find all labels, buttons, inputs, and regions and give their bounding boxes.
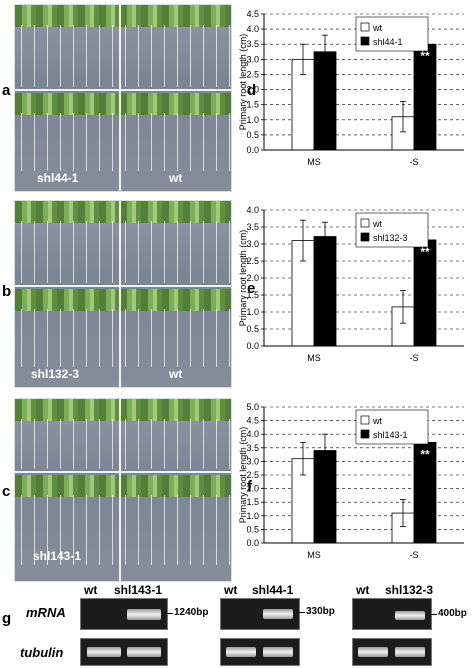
gel-row-label-mrna: mRNA [26,605,66,620]
gel2-mrna [220,598,300,630]
gel3-mutant-label: shl132-3 [385,583,434,597]
chart-e-bar-shl132-3-MS [313,236,337,347]
gel1-tubulin [80,638,168,666]
chart-f-ytick-label: 1.5 [246,497,259,507]
gel3-size-label: 400bp [438,608,467,619]
gel1-mrna-band [127,609,161,620]
chart-e-ytick-label: 4.0 [246,205,259,215]
chart-f-ytick-label: 0.5 [246,524,259,534]
chart-e-legend-label-wt: wt [372,219,382,229]
chart-e-legend-swatch-shl132-3 [360,232,370,242]
chart-e-significance-label: ** [420,245,430,259]
chart-e-legend-swatch-wt [360,218,370,228]
photo-a-right-label: wt [169,171,183,185]
gel3-tubulin-band-wt [358,647,388,657]
photo-c-left-label: shl143-1 [33,549,82,563]
gel2-tubulin [220,638,300,666]
chart-f-xtick-label: -S [410,550,419,560]
gel1-mrna [80,598,168,630]
chart-e-ytick-label: 1.5 [246,290,259,300]
chart-f-legend-label-shl143-1: shl143-1 [373,430,408,440]
panel-letter-f: f [247,478,252,495]
gel3-wt-label: wt [356,583,370,597]
chart-f-xtick-label: MS [307,550,321,560]
panel-letter-d: d [247,82,257,99]
chart-e-xtick-label: -S [410,353,419,363]
chart-e-ylabel: Primary root length (cm) [238,230,248,327]
chart-d-legend-swatch-wt [360,22,370,32]
chart-f-legend-label-wt: wt [372,416,382,426]
chart-d: Primary root length (cm) 0.0 0.5 1.0 1.5 2.0 2… [238,9,464,167]
chart-d-ytick-label: 2.5 [246,69,259,79]
chart-e-ytick-label: 3.0 [246,239,259,249]
chart-e-ytick-label: 3.5 [246,222,259,232]
gel2-size-label: 330bp [306,606,335,617]
gel1-tubulin-band-wt [87,647,121,657]
chart-e-ytick-label: 1.0 [246,307,259,317]
chart-d-legend-label-wt: wt [372,23,382,33]
photo-b-left-label: shl132-3 [31,367,80,381]
chart-d-ytick-label: 4.5 [246,9,259,19]
gel2-wt-label: wt [224,583,238,597]
panel-letter-b: b [2,283,12,300]
chart-d-legend-label-shl44-1: shl44-1 [373,37,403,47]
chart-d-ytick-label: 4.0 [246,24,259,34]
chart-d-legend-swatch-shl44-1 [360,36,370,46]
panel-letter-g: g [2,610,12,627]
gel2-mutant-label: shl44-1 [252,583,294,597]
gel3-tubulin [352,638,432,666]
panel-letter-c: c [2,483,11,500]
chart-d-ytick-label: 3.5 [246,39,259,49]
chart-e-legend-label-shl132-3: shl132-3 [373,233,408,243]
gel3-mrna [352,598,432,630]
chart-f-ytick-label: 2.5 [246,470,259,480]
chart-e-ytick-label: 2.5 [246,256,259,266]
chart-e-ytick-label: 0.5 [246,324,259,334]
gel3-mrna-band [395,611,425,620]
chart-f-significance-label: ** [420,447,430,461]
chart-e-xtick-label: MS [307,353,321,363]
chart-e: Primary root length (cm) 0.0 0.5 1.0 1.5 2.0 2… [238,205,464,363]
chart-f-ytick-label: 5.0 [246,402,259,412]
chart-d-ytick-label: 1.0 [246,115,259,125]
chart-f-ytick-label: 1.0 [246,511,259,521]
chart-f-legend-swatch-shl143-1 [360,429,370,439]
chart-f-ytick-label: 3.5 [246,443,259,453]
panel-letter-e: e [247,280,256,297]
chart-f-ytick-label: 2.0 [246,484,259,494]
chart-d-ytick-label: 3.0 [246,54,259,64]
gel2-tubulin-band-wt [226,647,256,657]
gel2-tubulin-band-mutant [263,647,293,657]
chart-f-ylabel: Primary root length (cm) [238,427,248,524]
chart-e-ytick-label: 0.0 [246,341,259,351]
chart-f-legend-swatch-wt [360,415,370,425]
chart-d-ytick-label: 0.5 [246,130,259,140]
chart-f-ytick-label: 4.0 [246,429,259,439]
chart-d-ylabel: Primary root length (cm) [238,34,248,131]
chart-d-significance-label: ** [420,49,430,63]
seedling-photo-a: shl44-1 wt [14,4,232,192]
chart-e-ytick-label: 2.0 [246,273,259,283]
photo-a-left-label: shl44-1 [37,171,79,185]
gel1-wt-label: wt [84,583,98,597]
chart-d-xtick-label: -S [410,157,419,167]
chart-f-ytick-label: 4.5 [246,416,259,426]
gel-row-label-tubulin: tubulin [20,645,64,660]
gel2-mrna-band [263,609,293,619]
panel-letter-a: a [2,82,11,99]
chart-d-ytick-label: 0.0 [246,145,259,155]
gel3-tubulin-band-mutant [395,647,425,657]
chart-f-ytick-label: 0.0 [246,538,259,548]
seedling-photo-b: shl132-3 wt [14,200,232,388]
seedling-photo-c: shl143-1 [14,398,232,582]
photo-b-right-label: wt [169,367,183,381]
chart-d-ytick-label: 1.5 [246,100,259,110]
gel1-tubulin-band-mutant [127,647,161,657]
gel1-mutant-label: shl143-1 [114,583,163,597]
chart-d-ytick-label: 2.0 [246,85,259,95]
chart-f: Primary root length (cm) 0.0 0.5 1.0 1.5 2.0 2… [238,402,464,560]
chart-d-xtick-label: MS [307,157,321,167]
chart-f-ytick-label: 3.0 [246,456,259,466]
gel1-size-label: 1240bp [174,607,209,618]
